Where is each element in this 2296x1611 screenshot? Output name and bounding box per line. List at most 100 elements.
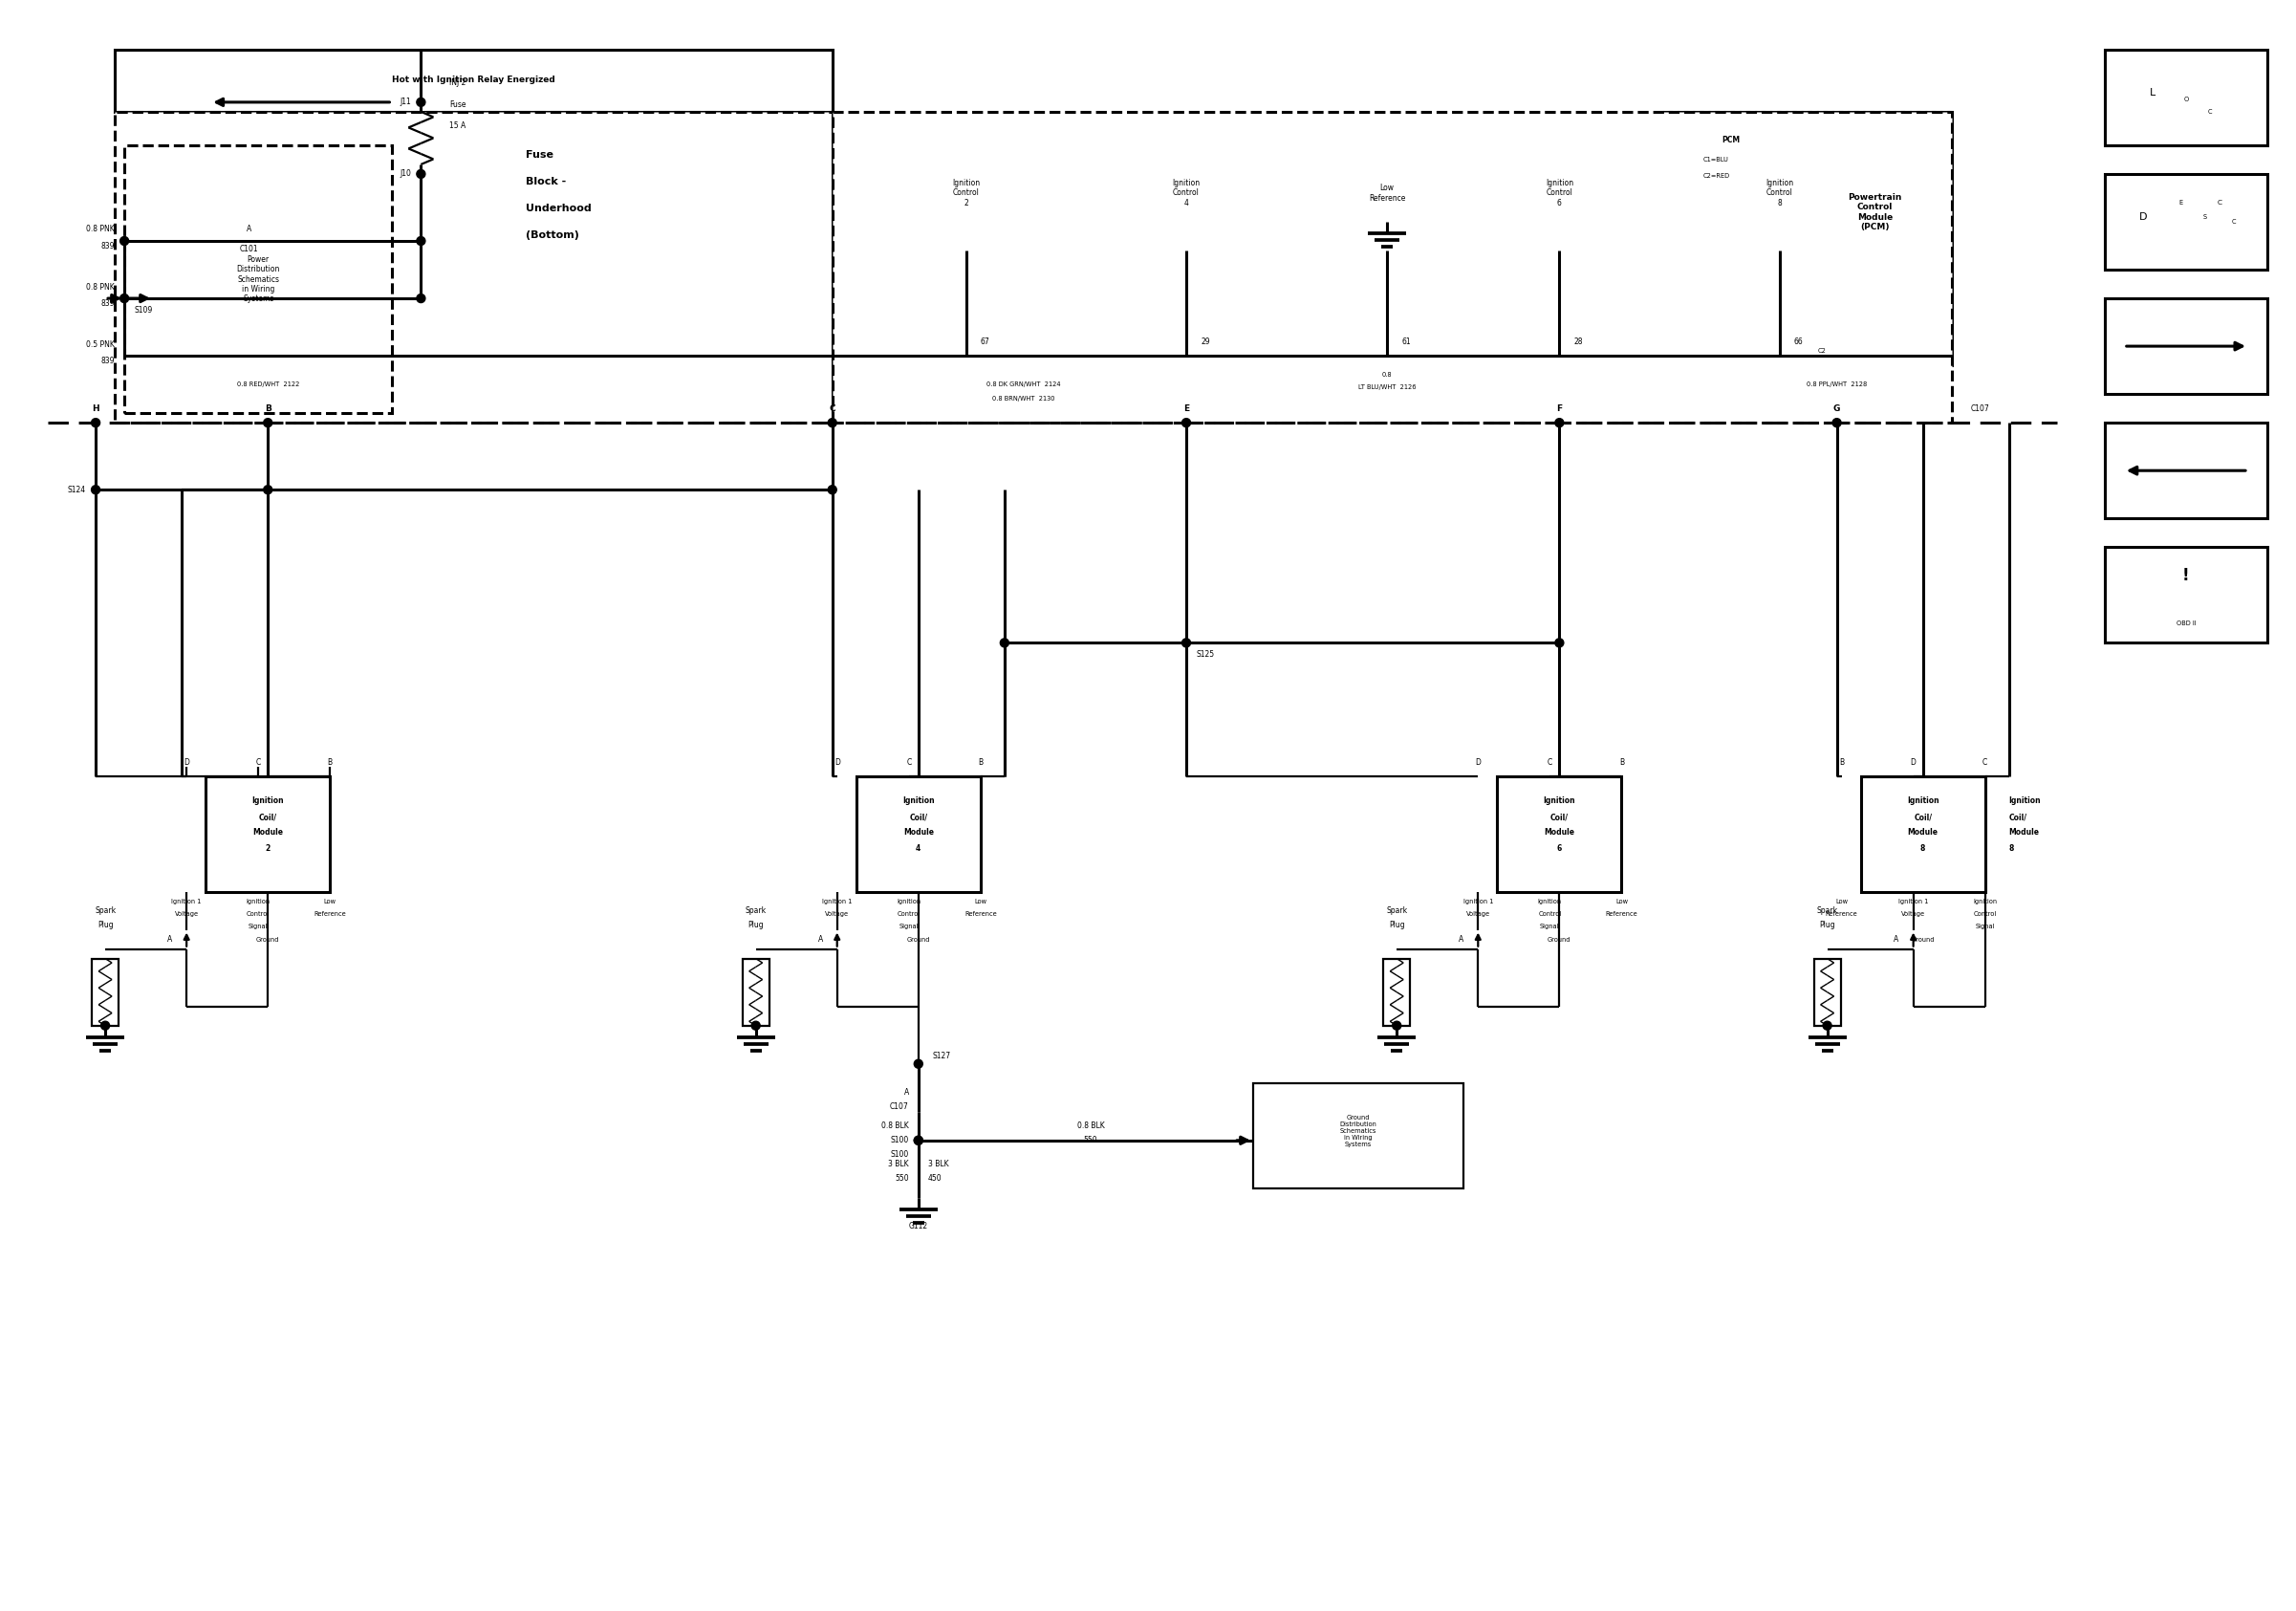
Text: C: C <box>2218 200 2223 206</box>
Text: 839: 839 <box>101 298 115 308</box>
Text: Module: Module <box>1545 828 1575 836</box>
Bar <box>115 111 833 422</box>
Text: Reference: Reference <box>315 910 347 917</box>
Text: Ignition: Ignition <box>902 796 934 806</box>
Circle shape <box>1001 638 1008 648</box>
Circle shape <box>914 1136 923 1145</box>
Text: Underhood: Underhood <box>526 203 592 213</box>
Text: 8: 8 <box>2009 844 2014 852</box>
Text: Ignition
Control
8: Ignition Control 8 <box>1766 179 1793 208</box>
Text: S100: S100 <box>891 1150 909 1158</box>
Text: Voltage: Voltage <box>1467 910 1490 917</box>
Text: Power
Distribution
Schematics
in Wiring
Systems: Power Distribution Schematics in Wiring … <box>236 255 280 303</box>
Text: B: B <box>1619 759 1623 767</box>
Text: 0.8 PNK: 0.8 PNK <box>87 282 115 292</box>
Text: Control: Control <box>898 910 921 917</box>
Text: Module: Module <box>1908 828 1938 836</box>
Text: 2: 2 <box>266 844 271 852</box>
Text: Ground: Ground <box>1910 936 1936 942</box>
Text: G112: G112 <box>909 1223 928 1231</box>
Bar <box>2105 50 2266 145</box>
Bar <box>831 111 1952 422</box>
Text: Plug: Plug <box>748 921 765 930</box>
Circle shape <box>829 485 836 495</box>
Text: 0.8 RED/WHT  2122: 0.8 RED/WHT 2122 <box>236 382 298 387</box>
Text: Signal: Signal <box>1975 923 1995 930</box>
Text: Low: Low <box>1835 899 1848 904</box>
Text: Voltage: Voltage <box>1901 910 1926 917</box>
Text: C107: C107 <box>891 1102 909 1112</box>
Circle shape <box>1832 419 1841 427</box>
Text: A: A <box>246 226 250 234</box>
Text: 3 BLK: 3 BLK <box>889 1160 909 1168</box>
Text: Fuse: Fuse <box>450 101 466 110</box>
Bar <box>2105 298 2266 395</box>
Text: Spark: Spark <box>1816 907 1837 915</box>
Text: C: C <box>255 759 262 767</box>
Text: Ignition: Ignition <box>246 899 271 904</box>
Text: Module: Module <box>902 828 934 836</box>
Text: Module: Module <box>2009 828 2039 836</box>
Text: Ignition
Control
2: Ignition Control 2 <box>953 179 980 208</box>
Text: S109: S109 <box>133 306 152 314</box>
Bar <box>124 145 393 412</box>
Text: S127: S127 <box>932 1052 951 1060</box>
Text: C101: C101 <box>239 245 257 253</box>
Text: Ignition 1: Ignition 1 <box>1463 899 1492 904</box>
Text: C107: C107 <box>1970 404 1991 412</box>
Text: 0.8 BLK: 0.8 BLK <box>882 1121 909 1131</box>
Bar <box>1254 1083 1465 1189</box>
Text: Block -: Block - <box>526 177 567 187</box>
Text: O: O <box>2183 97 2188 101</box>
Bar <box>2105 422 2266 519</box>
Circle shape <box>92 419 101 427</box>
Text: Ignition
Control
6: Ignition Control 6 <box>1545 179 1573 208</box>
Text: C: C <box>1548 759 1552 767</box>
Text: J10: J10 <box>400 169 411 179</box>
Circle shape <box>416 98 425 106</box>
Text: Voltage: Voltage <box>824 910 850 917</box>
Text: Ignition: Ignition <box>2009 796 2041 806</box>
Text: 0.8 PNK: 0.8 PNK <box>87 226 115 234</box>
Text: 67: 67 <box>980 337 990 346</box>
Text: A: A <box>168 934 172 944</box>
Text: Ignition: Ignition <box>1543 796 1575 806</box>
Text: 550: 550 <box>1084 1136 1097 1145</box>
Text: Fuse: Fuse <box>526 150 553 159</box>
Text: Low: Low <box>1616 899 1628 904</box>
Text: Module: Module <box>253 828 282 836</box>
Text: Ignition 1: Ignition 1 <box>1899 899 1929 904</box>
Text: E: E <box>1182 404 1189 412</box>
Text: S124: S124 <box>69 485 87 495</box>
Text: C2: C2 <box>1818 348 1825 354</box>
Text: Reference: Reference <box>1825 910 1857 917</box>
Bar <box>92 959 119 1026</box>
Circle shape <box>101 1021 110 1029</box>
Bar <box>1382 959 1410 1026</box>
Text: Coil/: Coil/ <box>259 812 278 822</box>
Bar <box>856 777 980 891</box>
Text: 15 A: 15 A <box>450 122 466 130</box>
Text: (Bottom): (Bottom) <box>526 230 579 240</box>
Bar <box>1814 959 1841 1026</box>
Text: S125: S125 <box>1196 649 1215 659</box>
Text: Low: Low <box>974 899 987 904</box>
Text: Plug: Plug <box>96 921 113 930</box>
Text: 839: 839 <box>101 242 115 250</box>
Circle shape <box>119 237 129 245</box>
Text: A: A <box>905 1089 909 1097</box>
Circle shape <box>1182 638 1192 648</box>
Circle shape <box>92 485 101 495</box>
Text: 450: 450 <box>928 1174 941 1182</box>
Circle shape <box>1554 638 1564 648</box>
Text: 3 BLK: 3 BLK <box>928 1160 948 1168</box>
Text: Ignition: Ignition <box>253 796 285 806</box>
Bar <box>2105 174 2266 269</box>
Circle shape <box>1182 419 1192 427</box>
Text: 4: 4 <box>916 844 921 852</box>
Text: B: B <box>328 759 333 767</box>
Bar <box>2105 548 2266 643</box>
Text: F: F <box>1557 404 1561 412</box>
Text: Plug: Plug <box>1389 921 1405 930</box>
Text: C: C <box>829 404 836 412</box>
